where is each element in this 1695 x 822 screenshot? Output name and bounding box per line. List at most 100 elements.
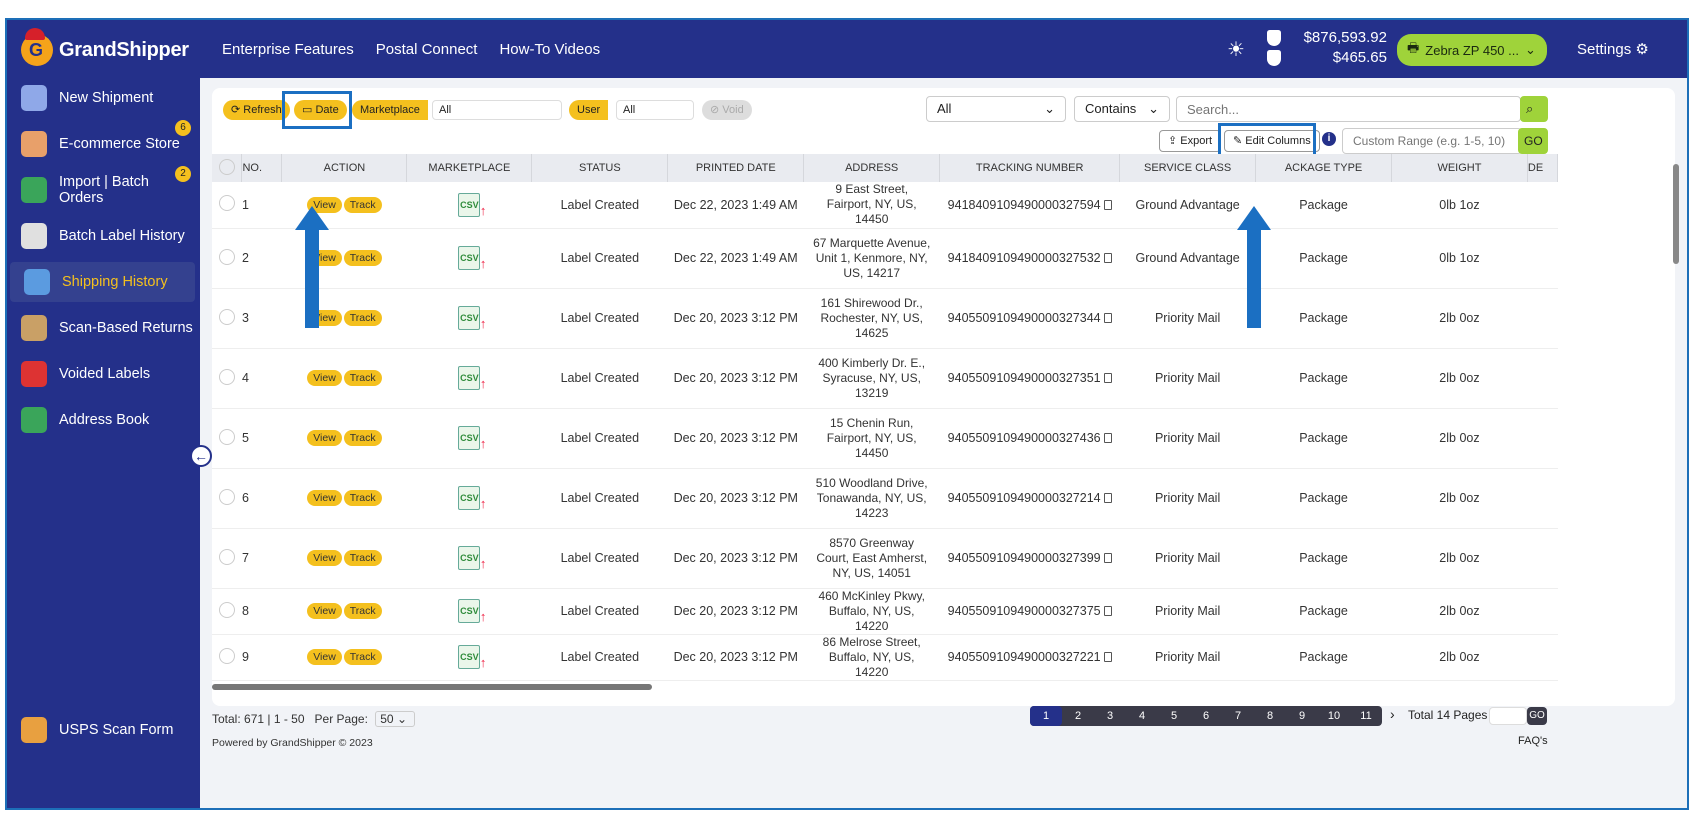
row-tracking[interactable]: 9405509109490000327399 (939, 528, 1120, 589)
sidebar-item-batch-label-history[interactable]: Batch Label History (7, 216, 195, 256)
track-button[interactable]: Track (343, 370, 382, 386)
row-select[interactable] (212, 288, 242, 349)
select-all-header[interactable] (212, 154, 243, 182)
track-button[interactable]: Track (343, 490, 382, 506)
copy-icon[interactable] (1103, 553, 1112, 563)
track-button[interactable]: Track (343, 310, 382, 326)
nav-postal-connect[interactable]: Postal Connect (375, 41, 478, 58)
date-button[interactable]: ▭ Date (294, 100, 347, 120)
track-button[interactable]: Track (343, 550, 382, 566)
copy-icon[interactable] (1103, 373, 1112, 383)
row-checkbox[interactable] (218, 601, 235, 618)
search-input[interactable] (1176, 96, 1521, 122)
row-checkbox[interactable] (218, 488, 235, 505)
sidebar-item-scan-based-returns[interactable]: Scan-Based Returns (7, 308, 195, 348)
printer-select[interactable]: 🖶 Zebra ZP 450 ... ⌄ (1397, 34, 1547, 66)
col-no[interactable]: No. (241, 154, 283, 182)
horizontal-scrollbar[interactable] (212, 684, 652, 690)
col-weight[interactable]: Weight (1391, 154, 1528, 182)
page-5-button[interactable]: 5 (1170, 710, 1178, 722)
col-action[interactable]: Action (281, 154, 408, 182)
marketplace-select[interactable]: All (432, 100, 562, 120)
track-button[interactable]: Track (343, 196, 382, 213)
row-select[interactable] (212, 528, 242, 589)
row-checkbox[interactable] (218, 248, 235, 265)
copy-icon[interactable] (1103, 493, 1112, 503)
row-tracking[interactable]: 9418409109490000327532 (939, 228, 1120, 289)
row-tracking[interactable]: 9405509109490000327221 (939, 634, 1120, 681)
user-select[interactable]: All (616, 100, 694, 120)
match-select[interactable]: Contains ⌄ (1074, 96, 1170, 122)
col-service-class[interactable]: Service Class (1119, 154, 1257, 182)
col-address[interactable]: Address (803, 154, 941, 182)
page-11-button[interactable]: 11 (1360, 710, 1372, 722)
faq-link[interactable]: FAQ's (1518, 735, 1548, 747)
row-select[interactable] (212, 408, 242, 469)
copy-icon[interactable] (1103, 433, 1112, 443)
sidebar-item-usps-scan-form[interactable]: USPS Scan Form (7, 710, 195, 750)
filter-select[interactable]: All ⌄ (926, 96, 1066, 122)
row-tracking[interactable]: 9405509109490000327375 (939, 588, 1120, 635)
view-button[interactable]: View (307, 430, 342, 446)
tracking-number[interactable]: 9405509109490000327214 (947, 491, 1101, 505)
sidebar-item-address-book[interactable]: Address Book (7, 400, 195, 440)
sidebar-item-shipping-history[interactable]: Shipping History (10, 262, 195, 302)
track-button[interactable]: Track (343, 250, 382, 266)
copy-icon[interactable] (1103, 199, 1112, 210)
row-checkbox[interactable] (218, 195, 235, 212)
copy-icon[interactable] (1103, 313, 1112, 323)
tracking-number[interactable]: 9405509109490000327351 (947, 371, 1101, 385)
page-4-button[interactable]: 4 (1138, 710, 1146, 722)
page-7-button[interactable]: 7 (1234, 710, 1242, 722)
custom-range-input[interactable] (1342, 128, 1522, 154)
select-all-checkbox[interactable] (218, 158, 235, 175)
sidebar-collapse-icon[interactable]: ← (190, 445, 212, 467)
col-printed-date[interactable]: Printed Date (667, 154, 805, 182)
vertical-scrollbar[interactable] (1673, 164, 1679, 264)
view-button[interactable]: View (307, 603, 342, 619)
nav-how-to-videos[interactable]: How-To Videos (499, 41, 601, 58)
row-tracking[interactable]: 9418409109490000327594 (939, 182, 1120, 229)
export-button[interactable]: ⇪ Export (1159, 130, 1222, 152)
tracking-number[interactable]: 9405509109490000327436 (947, 431, 1101, 445)
tracking-number[interactable]: 9405509109490000327375 (947, 604, 1101, 618)
tracking-number[interactable]: 9418409109490000327532 (947, 251, 1101, 265)
settings-button[interactable]: Settings ⚙ (1577, 40, 1649, 58)
tracking-number[interactable]: 9418409109490000327594 (947, 197, 1101, 212)
row-tracking[interactable]: 9405509109490000327436 (939, 408, 1120, 469)
col-tracking-number[interactable]: Tracking Number (939, 154, 1121, 182)
row-tracking[interactable]: 9405509109490000327214 (939, 468, 1120, 529)
page-2-button[interactable]: 2 (1074, 710, 1082, 722)
row-tracking[interactable]: 9405509109490000327351 (939, 348, 1120, 409)
row-tracking[interactable]: 9405509109490000327344 (939, 288, 1120, 349)
col-status[interactable]: Status (531, 154, 669, 182)
page-3-button[interactable]: 3 (1106, 710, 1114, 722)
chevron-right-icon[interactable]: › (1390, 706, 1395, 722)
row-checkbox[interactable] (218, 548, 235, 565)
copy-icon[interactable] (1103, 606, 1112, 616)
row-select[interactable] (212, 348, 242, 409)
theme-toggle-icon[interactable]: ☀ (1227, 39, 1245, 61)
row-checkbox[interactable] (218, 368, 235, 385)
edit-columns-button[interactable]: ✎ Edit Columns (1224, 130, 1320, 152)
balance-display[interactable]: $876,593.92 $465.65 (1277, 28, 1387, 68)
view-button[interactable]: View (307, 550, 342, 566)
sidebar-item-import-batch-orders[interactable]: Import | Batch Orders 2 (7, 166, 195, 210)
sidebar-item-ecommerce-store[interactable]: E-commerce Store 6 (7, 120, 195, 164)
copy-icon[interactable] (1103, 253, 1112, 263)
view-button[interactable]: View (307, 490, 342, 506)
track-button[interactable]: Track (343, 649, 382, 665)
track-button[interactable]: Track (343, 603, 382, 619)
per-page-select[interactable]: 50 ⌄ (375, 711, 416, 727)
sidebar-item-new-shipment[interactable]: New Shipment (7, 78, 195, 118)
page-1-button[interactable]: 1 (1030, 706, 1062, 726)
page-8-button[interactable]: 8 (1266, 710, 1274, 722)
page-9-button[interactable]: 9 (1298, 710, 1306, 722)
logo[interactable]: GrandShipper (21, 28, 189, 66)
copy-icon[interactable] (1103, 652, 1112, 662)
